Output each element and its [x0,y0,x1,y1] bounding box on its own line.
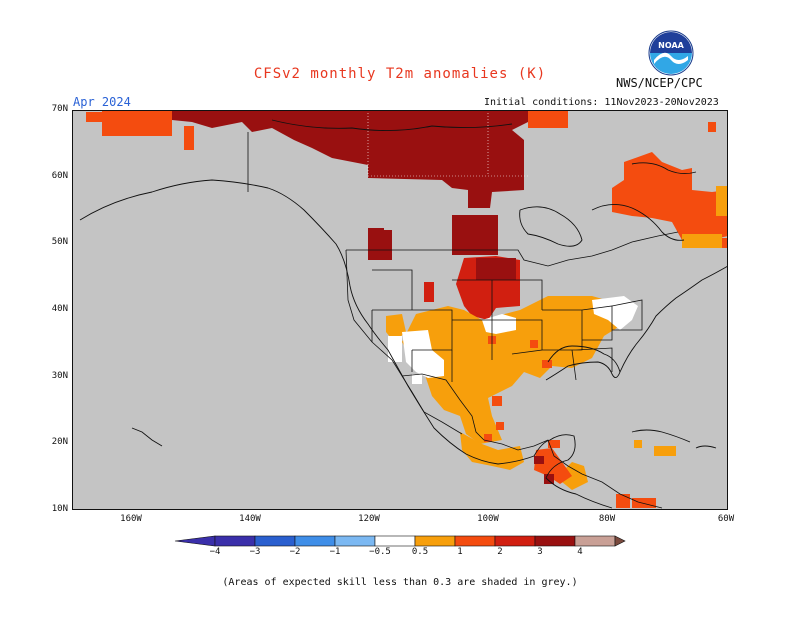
anomaly-region-us-mexico [386,296,628,490]
colorbar-cell [294,535,336,547]
colorbar-cell [454,535,496,547]
colorbar-cell [614,535,626,547]
anomaly-region-arctic-edge [86,110,716,150]
lon-label-100w: 100W [477,514,499,524]
colorbar [174,535,626,547]
colorbar-label: −4 [209,547,221,557]
colorbar-label: −0.5 [369,547,391,557]
anomaly-region-near-normal [388,296,638,384]
colorbar-label: 2 [497,547,503,557]
lat-label-70n: 70N [51,104,68,114]
noaa-logo-text: NOAA [658,41,684,50]
lat-label-30n: 30N [51,371,68,381]
forecast-month: Apr 2024 [73,95,131,109]
footnote: (Areas of expected skill less than 0.3 a… [222,577,578,588]
anomaly-region-arctic [172,110,528,260]
colorbar-label: −3 [249,547,261,557]
colorbar-label: 3 [537,547,543,557]
lat-label-50n: 50N [51,237,68,247]
graticule [367,110,528,177]
map-title: CFSv2 monthly T2m anomalies (K) [253,66,547,82]
colorbar-cell [574,535,616,547]
lat-label-10n: 10N [51,504,68,514]
colorbar-cell [214,535,256,547]
colorbar-cell [534,535,576,547]
anomaly-map [72,110,728,510]
noaa-logo-icon: NOAA [648,30,694,76]
lat-label-20n: 20N [51,437,68,447]
colorbar-cell [254,535,296,547]
lat-label-40n: 40N [51,304,68,314]
agency-label: NWS/NCEP/CPC [616,76,703,90]
colorbar-label: 4 [577,547,583,557]
lat-label-60n: 60N [51,171,68,181]
lon-label-120w: 120W [358,514,380,524]
colorbar-cell [334,535,376,547]
initial-conditions: Initial conditions: 11Nov2023-20Nov2023 [484,97,719,108]
colorbar-label: 1 [457,547,463,557]
lon-label-60w: 60W [717,514,735,524]
colorbar-cell [174,535,216,547]
colorbar-label: −1 [329,547,341,557]
lon-label-80w: 80W [598,514,616,524]
colorbar-label: −2 [289,547,301,557]
lon-label-160w: 160W [120,514,142,524]
colorbar-cell [414,535,456,547]
lon-label-140w: 140W [239,514,261,524]
colorbar-cell [494,535,536,547]
colorbar-label: 0.5 [411,547,429,557]
political-boundaries [345,231,679,509]
coastlines [79,119,728,509]
colorbar-cell [374,535,416,547]
